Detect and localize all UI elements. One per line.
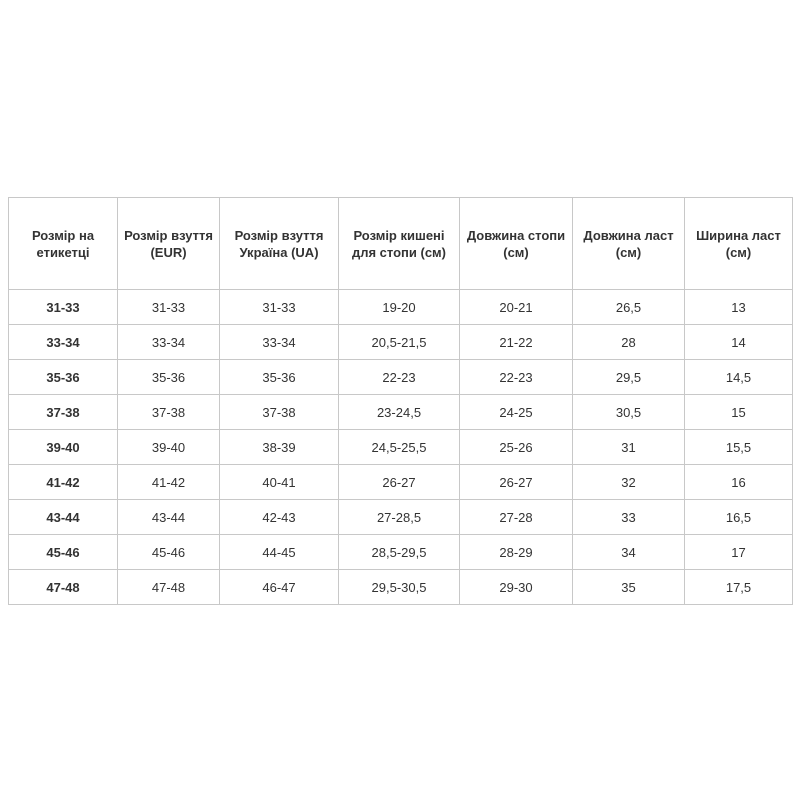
table-cell: 15,5 <box>684 429 793 465</box>
table-cell: 45-46 <box>117 534 220 570</box>
table-cell: 26-27 <box>459 464 573 500</box>
table-cell: 23-24,5 <box>338 394 460 430</box>
table-cell: 26,5 <box>572 289 685 325</box>
table-cell: 33 <box>572 499 685 535</box>
table-cell: 28 <box>572 324 685 360</box>
column-header: Довжина ласт (см) <box>572 197 685 290</box>
table-cell: 29-30 <box>459 569 573 605</box>
column-header: Розмір на етикетці <box>8 197 118 290</box>
column-header: Розмір кишені для стопи (см) <box>338 197 460 290</box>
label-size-cell: 31-33 <box>8 289 118 325</box>
table-cell: 41-42 <box>117 464 220 500</box>
label-size-cell: 45-46 <box>8 534 118 570</box>
table-cell: 28,5-29,5 <box>338 534 460 570</box>
table-cell: 14 <box>684 324 793 360</box>
table-cell: 14,5 <box>684 359 793 395</box>
table-cell: 13 <box>684 289 793 325</box>
table-cell: 33-34 <box>117 324 220 360</box>
table-cell: 20-21 <box>459 289 573 325</box>
table-cell: 17 <box>684 534 793 570</box>
table-cell: 22-23 <box>338 359 460 395</box>
column-header: Розмір взуття (EUR) <box>117 197 220 290</box>
table-cell: 31 <box>572 429 685 465</box>
table-row: 35-36 35-36 35-36 22-23 22-23 29,5 14,5 <box>8 359 793 395</box>
table-cell: 38-39 <box>219 429 339 465</box>
table-cell: 17,5 <box>684 569 793 605</box>
table-row: 45-46 45-46 44-45 28,5-29,5 28-29 34 17 <box>8 534 793 570</box>
table-cell: 37-38 <box>117 394 220 430</box>
table-cell: 24,5-25,5 <box>338 429 460 465</box>
table-cell: 34 <box>572 534 685 570</box>
table-cell: 22-23 <box>459 359 573 395</box>
table-row: 39-40 39-40 38-39 24,5-25,5 25-26 31 15,5 <box>8 429 793 465</box>
table-cell: 19-20 <box>338 289 460 325</box>
table-cell: 29,5 <box>572 359 685 395</box>
table-row: 31-33 31-33 31-33 19-20 20-21 26,5 13 <box>8 289 793 325</box>
table-cell: 35 <box>572 569 685 605</box>
table-cell: 42-43 <box>219 499 339 535</box>
column-header: Довжина стопи (см) <box>459 197 573 290</box>
table-cell: 33-34 <box>219 324 339 360</box>
table-row: 43-44 43-44 42-43 27-28,5 27-28 33 16,5 <box>8 499 793 535</box>
table-cell: 35-36 <box>219 359 339 395</box>
table-cell: 31-33 <box>219 289 339 325</box>
table-cell: 15 <box>684 394 793 430</box>
label-size-cell: 43-44 <box>8 499 118 535</box>
table-cell: 29,5-30,5 <box>338 569 460 605</box>
table-cell: 21-22 <box>459 324 573 360</box>
table-cell: 16,5 <box>684 499 793 535</box>
table-cell: 47-48 <box>117 569 220 605</box>
label-size-cell: 37-38 <box>8 394 118 430</box>
table-cell: 25-26 <box>459 429 573 465</box>
label-size-cell: 47-48 <box>8 569 118 605</box>
column-header: Розмір взуття Україна (UA) <box>219 197 339 290</box>
table-cell: 27-28 <box>459 499 573 535</box>
label-size-cell: 33-34 <box>8 324 118 360</box>
label-size-cell: 39-40 <box>8 429 118 465</box>
table-cell: 20,5-21,5 <box>338 324 460 360</box>
table-row: 41-42 41-42 40-41 26-27 26-27 32 16 <box>8 464 793 500</box>
table-cell: 44-45 <box>219 534 339 570</box>
table-cell: 31-33 <box>117 289 220 325</box>
table-cell: 27-28,5 <box>338 499 460 535</box>
label-size-cell: 41-42 <box>8 464 118 500</box>
column-header: Ширина ласт (см) <box>684 197 793 290</box>
table-cell: 28-29 <box>459 534 573 570</box>
table-cell: 37-38 <box>219 394 339 430</box>
table-row: 37-38 37-38 37-38 23-24,5 24-25 30,5 15 <box>8 394 793 430</box>
table-row: 33-34 33-34 33-34 20,5-21,5 21-22 28 14 <box>8 324 793 360</box>
size-chart-table: Розмір на етикетці Розмір взуття (EUR) Роз… <box>8 197 793 605</box>
table-cell: 26-27 <box>338 464 460 500</box>
table-cell: 24-25 <box>459 394 573 430</box>
table-cell: 30,5 <box>572 394 685 430</box>
table-cell: 43-44 <box>117 499 220 535</box>
table-cell: 46-47 <box>219 569 339 605</box>
table-cell: 35-36 <box>117 359 220 395</box>
table-row: 47-48 47-48 46-47 29,5-30,5 29-30 35 17,5 <box>8 569 793 605</box>
header-row: Розмір на етикетці Розмір взуття (EUR) Роз… <box>8 197 793 290</box>
table-cell: 39-40 <box>117 429 220 465</box>
table-cell: 40-41 <box>219 464 339 500</box>
label-size-cell: 35-36 <box>8 359 118 395</box>
table-cell: 32 <box>572 464 685 500</box>
table-cell: 16 <box>684 464 793 500</box>
